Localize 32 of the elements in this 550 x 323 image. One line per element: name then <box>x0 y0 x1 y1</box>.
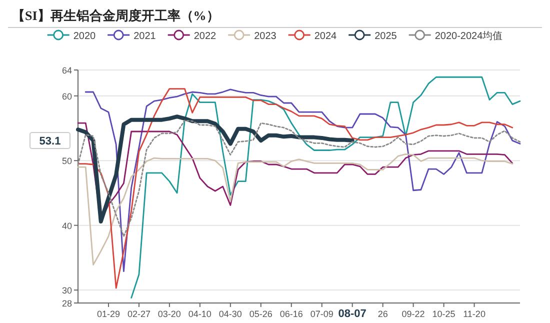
legend-label: 2024 <box>314 31 338 42</box>
line-series <box>77 120 521 238</box>
x-tick-label: 04-10 <box>188 309 212 319</box>
legend-label: 2021 <box>134 31 156 42</box>
x-tick-label: 10-25 <box>432 309 456 319</box>
y-tick-label: 28 <box>62 298 72 308</box>
text: 53.1 <box>39 136 61 148</box>
legend-label: 2020-2024均值 <box>434 30 503 42</box>
y-tick-label: 50 <box>62 156 72 166</box>
line-series <box>77 153 514 266</box>
legend-label: 2020 <box>73 31 96 42</box>
x-tick-label: 06-16 <box>280 309 303 319</box>
y-tick-label: 40 <box>62 220 72 231</box>
x-tick-label: 05-26 <box>249 309 272 319</box>
x-tick-label: 04-30 <box>218 309 242 319</box>
x-tick-label: 08-07 <box>338 308 366 320</box>
y-tick-label: 30 <box>62 286 72 296</box>
x-tick-label: 03-20 <box>158 309 181 319</box>
chart-title: 【SI】再生铝合金周度开工率（%） <box>12 8 220 23</box>
x-tick-label: 01-29 <box>96 309 120 319</box>
x-tick-label: 26 <box>378 309 388 319</box>
legend-label: 2025 <box>374 31 398 42</box>
legend-label: 2022 <box>194 31 217 42</box>
x-tick-label: 11-20 <box>463 309 486 319</box>
x-tick-label: 09-22 <box>402 309 425 319</box>
x-tick-label: 02-27 <box>127 309 150 319</box>
x-tick-label: 07-09 <box>310 309 334 319</box>
line-series <box>76 114 354 224</box>
line-series <box>130 76 521 299</box>
legend-label: 2023 <box>254 31 277 42</box>
y-tick-label: 64 <box>62 66 72 76</box>
y-tick-label: 60 <box>62 91 72 102</box>
